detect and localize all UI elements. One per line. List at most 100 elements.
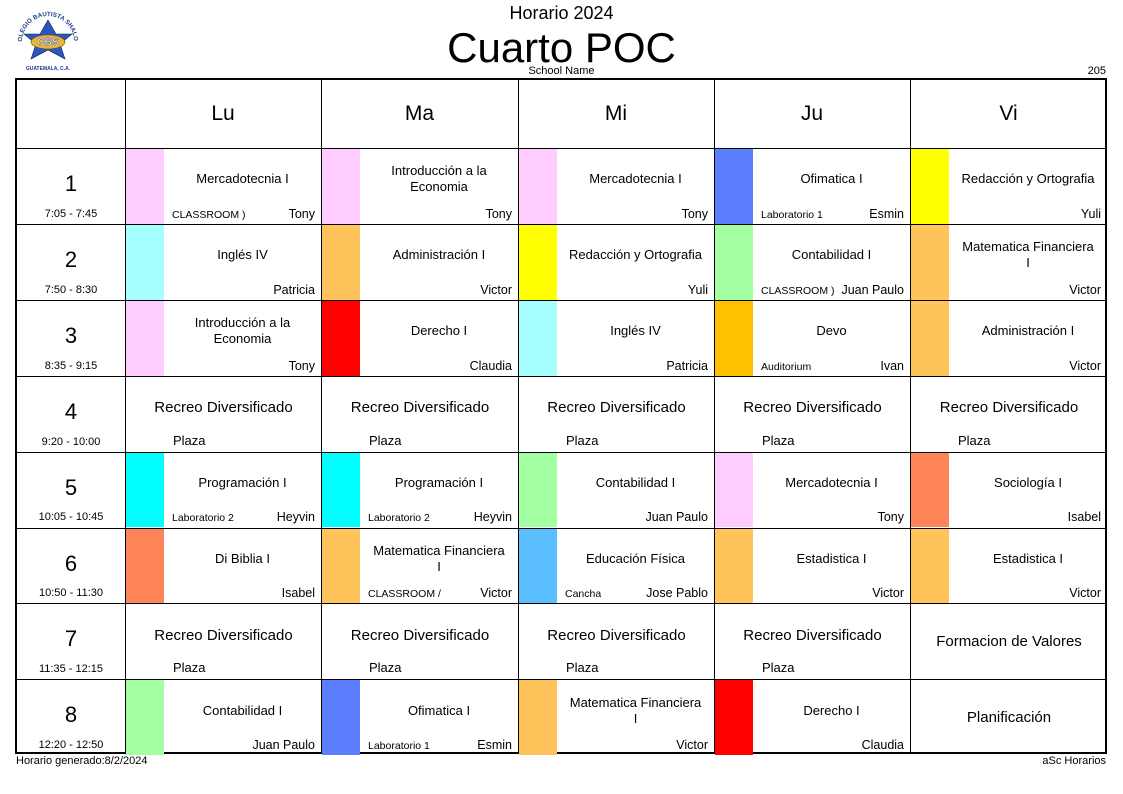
subject-color-bar [911, 452, 949, 528]
room-name: Cancha [565, 588, 602, 601]
room-name: Plaza [369, 660, 402, 676]
lesson-cell[interactable]: Programación I Laboratorio 2 Heyvin [322, 452, 518, 528]
lesson-cell[interactable]: Introducción a la Economia Tony [126, 300, 321, 376]
lesson-cell[interactable]: Ofimatica I Laboratorio 1 Esmin [715, 149, 910, 224]
school-logo: COLEGIO BAUTISTA SHALOM CBS GUATEMALA, C… [9, 3, 84, 72]
room-name: Plaza [566, 660, 599, 676]
subject-color-bar [715, 149, 753, 224]
lesson-cell[interactable]: Mercadotecnia I Tony [715, 452, 910, 528]
subject-color-bar [126, 149, 164, 224]
grid-row-line [17, 223, 1105, 225]
grid-column-line [714, 80, 715, 752]
lesson-cell[interactable]: Ofimatica I Laboratorio 1 Esmin [322, 680, 518, 756]
subject-name: Formacion de Valores [936, 632, 1082, 650]
lesson-cell[interactable]: Matematica Financiera I CLASSROOM / Victor [322, 528, 518, 604]
grid-column-line [125, 80, 126, 752]
subject-name: Introducción a la Economia [391, 163, 487, 195]
lesson-cell[interactable]: Recreo Diversificado Plaza [126, 604, 321, 679]
subject-name: Redacción y Ortografia [569, 247, 702, 263]
lesson-cell[interactable]: Contabilidad I Juan Paulo [126, 680, 321, 756]
subject-color-bar [322, 452, 360, 528]
lesson-cell[interactable]: Formacion de Valores [911, 604, 1107, 679]
lesson-cell[interactable]: Inglés IV Patricia [126, 224, 321, 300]
lesson-cell[interactable]: Contabilidad I CLASSROOM ) Juan Paulo [715, 224, 910, 300]
period-time: 11:35 - 12:15 [38, 663, 103, 676]
lesson-cell[interactable]: Planificación [911, 680, 1107, 755]
lesson-cell[interactable]: Redacción y Ortografia Yuli [519, 224, 714, 300]
lesson-cell[interactable]: Inglés IV Patricia [519, 300, 714, 376]
period-label: 2 7:50 - 8:30 [17, 225, 125, 300]
period-number: 2 [64, 246, 78, 272]
lesson-cell[interactable]: Educación Física Cancha Jose Pablo [519, 528, 714, 604]
subject-color-bar [519, 680, 557, 756]
lesson-cell[interactable]: Devo Auditorium Ivan [715, 300, 910, 376]
subject-color-bar [715, 528, 753, 604]
lesson-cell[interactable]: Recreo Diversificado Plaza [715, 604, 910, 679]
lesson-cell[interactable]: Estadistica I Victor [911, 528, 1107, 604]
teacher-name: Victor [1069, 586, 1101, 601]
subject-color-bar [519, 149, 557, 224]
lesson-cell[interactable]: Administración I Victor [322, 224, 518, 300]
teacher-name: Jose Pablo [646, 586, 708, 601]
period-time: 8:35 - 9:15 [44, 359, 98, 372]
period-label: 8 12:20 - 12:50 [17, 680, 125, 755]
lesson-cell[interactable]: Di Biblia I Isabel [126, 528, 321, 604]
subject-name: Recreo Diversificado [939, 399, 1079, 417]
room-name: Laboratorio 2 [368, 512, 430, 525]
teacher-name: Victor [1069, 282, 1101, 297]
room-name: Plaza [958, 432, 991, 448]
subject-name: Recreo Diversificado [350, 626, 490, 644]
subject-color-bar [911, 528, 949, 604]
period-number: 6 [64, 550, 78, 576]
subject-color-bar [715, 680, 753, 756]
teacher-name: Esmin [869, 206, 904, 221]
lesson-cell[interactable]: Recreo Diversificado Plaza [911, 377, 1107, 452]
subject-name: Recreo Diversificado [547, 626, 686, 644]
lesson-cell[interactable]: Recreo Diversificado Plaza [322, 377, 518, 452]
lesson-cell[interactable]: Mercadotecnia I CLASSROOM ) Tony [126, 149, 321, 224]
lesson-cell[interactable]: Introducción a la Economia Tony [322, 149, 518, 224]
subject-name: Mercadotecnia I [589, 171, 682, 187]
subject-name: Recreo Diversificado [547, 399, 686, 417]
day-header: Mi [604, 102, 628, 125]
period-label: 4 9:20 - 10:00 [17, 377, 125, 452]
subject-color-bar [126, 224, 164, 300]
subject-name: Administración I [981, 323, 1075, 339]
period-label: 6 10:50 - 11:30 [17, 529, 125, 604]
grid-row-line [17, 375, 1105, 377]
subject-color-bar [126, 452, 164, 528]
subject-name: Educación Física [586, 550, 685, 566]
lesson-cell[interactable]: Derecho I Claudia [715, 680, 910, 756]
teacher-name: Ivan [880, 358, 904, 373]
subject-color-bar [322, 528, 360, 604]
subject-color-bar [911, 224, 949, 300]
teacher-name: Juan Paulo [645, 510, 708, 525]
lesson-cell[interactable]: Recreo Diversificado Plaza [126, 377, 321, 452]
lesson-cell[interactable]: Recreo Diversificado Plaza [322, 604, 518, 679]
lesson-cell[interactable]: Redacción y Ortografia Yuli [911, 149, 1107, 224]
subject-color-bar [126, 528, 164, 604]
lesson-cell[interactable]: Estadistica I Victor [715, 528, 910, 604]
subject-name: Recreo Diversificado [743, 399, 882, 417]
school-name: School Name [528, 65, 595, 77]
teacher-name: Juan Paulo [252, 738, 315, 753]
subject-name: Derecho I [410, 323, 468, 339]
lesson-cell[interactable]: Derecho I Claudia [322, 300, 518, 376]
lesson-cell[interactable]: Recreo Diversificado Plaza [519, 604, 714, 679]
lesson-cell[interactable]: Matematica Financiera I Victor [519, 680, 714, 756]
grid-column-line [321, 80, 322, 752]
lesson-cell[interactable]: Mercadotecnia I Tony [519, 149, 714, 224]
lesson-cell[interactable]: Matematica Financiera I Victor [911, 224, 1107, 300]
day-header: Ma [404, 102, 435, 125]
lesson-cell[interactable]: Recreo Diversificado Plaza [715, 377, 910, 452]
period-number: 1 [64, 171, 78, 196]
lesson-cell[interactable]: Administración I Victor [911, 300, 1107, 376]
lesson-cell[interactable]: Recreo Diversificado Plaza [519, 377, 714, 452]
lesson-cell[interactable]: Sociología I Isabel [911, 452, 1107, 528]
period-label: 3 8:35 - 9:15 [17, 301, 125, 376]
subject-name: Matematica Financiera I [569, 694, 702, 726]
lesson-cell[interactable]: Contabilidad I Juan Paulo [519, 452, 714, 528]
teacher-name: Esmin [477, 738, 512, 753]
grid-column-line [518, 80, 519, 752]
lesson-cell[interactable]: Programación I Laboratorio 2 Heyvin [126, 452, 321, 528]
